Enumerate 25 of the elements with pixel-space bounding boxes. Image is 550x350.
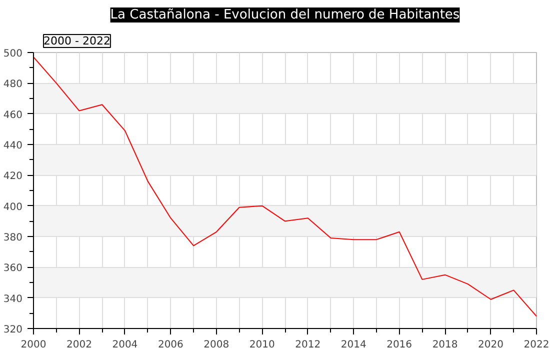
x-tick-label: 2006 — [158, 340, 184, 350]
y-tick-label: 400 — [3, 202, 23, 213]
x-tick-label: 2000 — [20, 340, 46, 350]
y-tick-label: 380 — [3, 232, 23, 244]
x-tick-label: 2016 — [386, 340, 412, 350]
x-tick-label: 2018 — [432, 340, 458, 350]
x-tick-label: 2004 — [112, 340, 138, 350]
x-tick-label: 2010 — [249, 340, 275, 350]
text: 2000 - 2022 — [44, 34, 110, 48]
x-tick-label: 2008 — [204, 340, 230, 350]
y-tick-label: 360 — [3, 263, 23, 274]
chart-title: La Castañalona - Evolucion del numero de Habitantes — [110, 8, 460, 22]
x-tick-label: 2012 — [295, 340, 321, 350]
y-tick-label: 320 — [3, 324, 23, 336]
x-tick-label: 2002 — [66, 340, 92, 350]
y-tick-label: 420 — [3, 171, 23, 182]
x-tick-label: 2014 — [340, 340, 366, 350]
y-tick-label: 340 — [3, 294, 23, 305]
line-series — [34, 56, 536, 317]
y-tick-label: 440 — [3, 140, 23, 152]
y-tick-label: 500 — [3, 48, 23, 60]
y-tick-label: 480 — [3, 79, 23, 90]
x-tick-label: 2022 — [524, 340, 550, 350]
x-tick-label: 2020 — [478, 340, 504, 350]
y-tick-label: 460 — [3, 110, 23, 121]
